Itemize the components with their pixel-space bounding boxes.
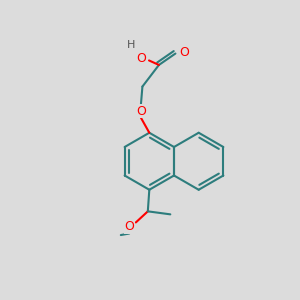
Text: H: H xyxy=(127,40,135,50)
Text: O: O xyxy=(179,46,189,59)
Text: O: O xyxy=(136,105,146,118)
Text: O: O xyxy=(136,52,146,64)
Text: O: O xyxy=(124,220,134,233)
